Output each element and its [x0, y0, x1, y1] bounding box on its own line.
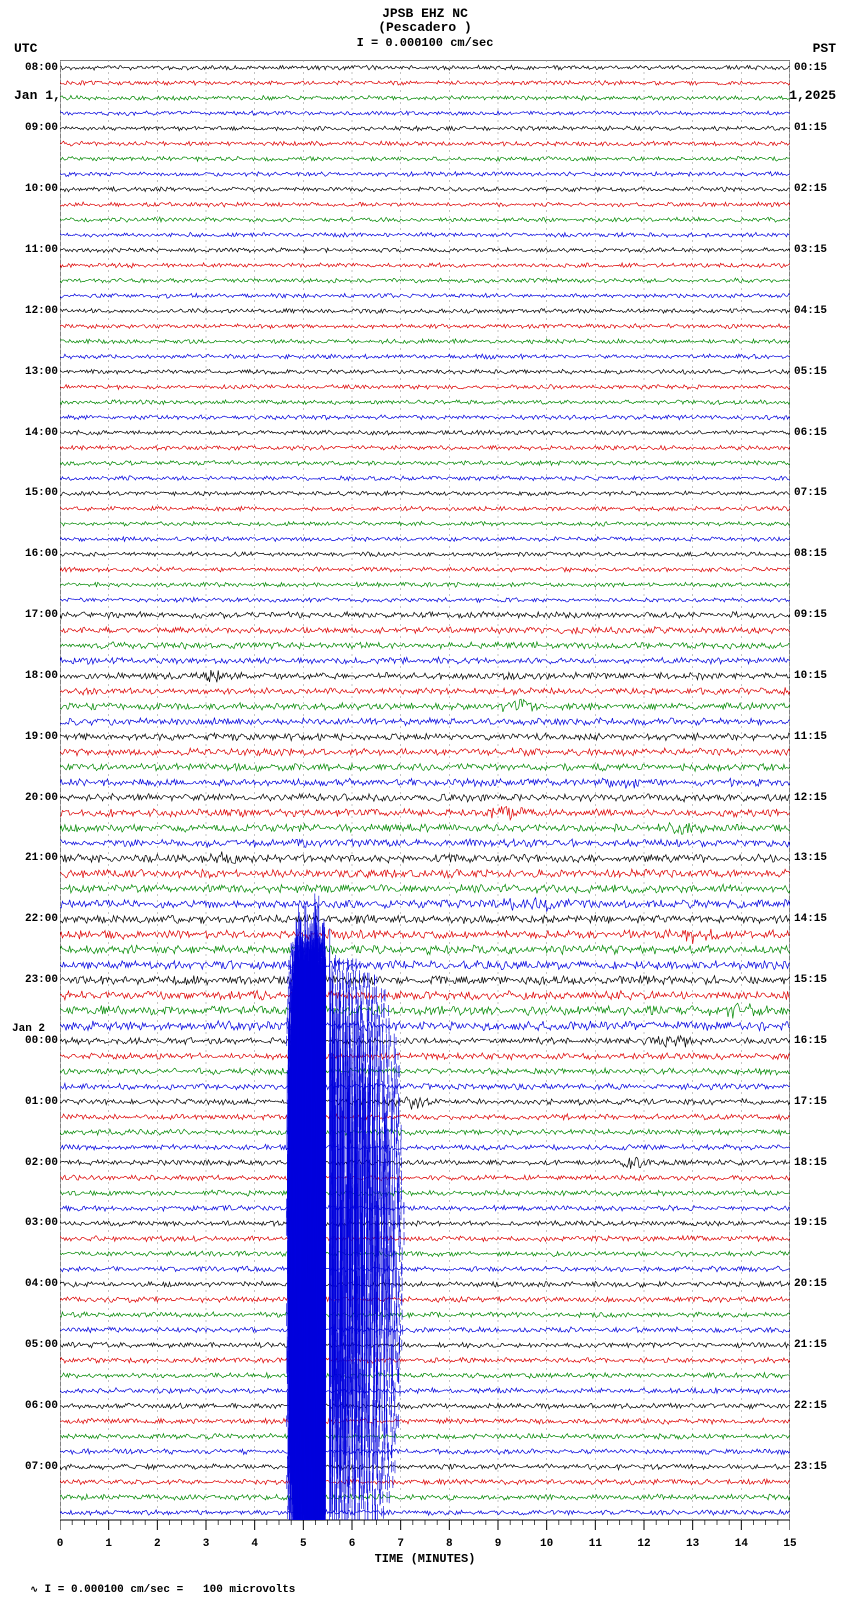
- utc-time-label: 14:00: [14, 427, 58, 439]
- seismogram-plot: [60, 60, 790, 1520]
- pst-time-label: 12:15: [794, 792, 827, 804]
- x-axis-tick-label: 13: [686, 1538, 699, 1550]
- pst-time-label: 16:15: [794, 1035, 827, 1047]
- utc-time-label: 20:00: [14, 792, 58, 804]
- utc-time-label: 17:00: [14, 609, 58, 621]
- utc-time-label: 18:00: [14, 670, 58, 682]
- x-axis-tick-label: 6: [349, 1538, 356, 1550]
- x-axis-tick-label: 9: [495, 1538, 502, 1550]
- pst-time-label: 22:15: [794, 1400, 827, 1412]
- x-axis-tick-label: 14: [735, 1538, 748, 1550]
- station-title: JPSB EHZ NC: [0, 6, 850, 21]
- pst-time-label: 09:15: [794, 609, 827, 621]
- x-axis-tick-label: 12: [637, 1538, 650, 1550]
- x-axis-tick-label: 8: [446, 1538, 453, 1550]
- pst-time-label: 06:15: [794, 427, 827, 439]
- seismogram-container: UTC Jan 1,2025 PST Jan 1,2025 JPSB EHZ N…: [0, 0, 850, 1584]
- x-axis-tick-label: 1: [105, 1538, 112, 1550]
- pst-time-label: 05:15: [794, 366, 827, 378]
- pst-time-label: 00:15: [794, 62, 827, 74]
- footer-text: = 0.000100 cm/sec = 100 microvolts: [58, 1584, 296, 1596]
- pst-time-label: 07:15: [794, 487, 827, 499]
- scale-text: = 0.000100 cm/sec: [371, 36, 493, 50]
- pst-time-label: 01:15: [794, 122, 827, 134]
- utc-time-label: 19:00: [14, 731, 58, 743]
- pst-time-label: 18:15: [794, 1157, 827, 1169]
- utc-time-label: 12:00: [14, 305, 58, 317]
- utc-time-label: 10:00: [14, 183, 58, 195]
- x-axis-tick-label: 10: [540, 1538, 553, 1550]
- utc-time-label: 06:00: [14, 1400, 58, 1412]
- utc-time-label: 22:00: [14, 913, 58, 925]
- pst-time-label: 02:15: [794, 183, 827, 195]
- x-axis-tick-label: 15: [783, 1538, 796, 1550]
- utc-time-label: 16:00: [14, 548, 58, 560]
- utc-time-label: 02:00: [14, 1157, 58, 1169]
- utc-time-label: 08:00: [14, 62, 58, 74]
- day-break-label: Jan 2: [12, 1023, 45, 1035]
- x-axis-tick-label: 5: [300, 1538, 307, 1550]
- utc-time-label: 15:00: [14, 487, 58, 499]
- utc-time-label: 04:00: [14, 1278, 58, 1290]
- utc-time-label: 01:00: [14, 1096, 58, 1108]
- pst-time-label: 23:15: [794, 1461, 827, 1473]
- pst-time-label: 04:15: [794, 305, 827, 317]
- pst-time-label: 11:15: [794, 731, 827, 743]
- utc-time-label: 11:00: [14, 244, 58, 256]
- utc-time-label: 13:00: [14, 366, 58, 378]
- x-axis-ticks-svg: [60, 1520, 790, 1540]
- pst-time-label: 17:15: [794, 1096, 827, 1108]
- pst-time-label: 03:15: [794, 244, 827, 256]
- pst-time-label: 20:15: [794, 1278, 827, 1290]
- x-axis-title: TIME (MINUTES): [60, 1552, 790, 1566]
- x-axis-tick-label: 11: [589, 1538, 602, 1550]
- utc-time-label: 21:00: [14, 852, 58, 864]
- pst-time-label: 10:15: [794, 670, 827, 682]
- pst-time-label: 13:15: [794, 852, 827, 864]
- utc-time-label: 23:00: [14, 974, 58, 986]
- scale-legend: I = 0.000100 cm/sec: [0, 36, 850, 50]
- pst-time-label: 19:15: [794, 1217, 827, 1229]
- pst-time-label: 15:15: [794, 974, 827, 986]
- footer-scale-note: ∿ I = 0.000100 cm/sec = 100 microvolts: [4, 1572, 295, 1608]
- utc-time-label: 00:00: [14, 1035, 58, 1047]
- utc-time-label: 05:00: [14, 1339, 58, 1351]
- x-axis-tick-label: 7: [397, 1538, 404, 1550]
- pst-time-label: 14:15: [794, 913, 827, 925]
- location-subtitle: (Pescadero ): [0, 20, 850, 35]
- x-axis-tick-label: 2: [154, 1538, 161, 1550]
- utc-time-label: 07:00: [14, 1461, 58, 1473]
- utc-time-label: 03:00: [14, 1217, 58, 1229]
- x-axis-tick-label: 3: [203, 1538, 210, 1550]
- utc-time-label: 09:00: [14, 122, 58, 134]
- x-axis-tick-label: 4: [251, 1538, 258, 1550]
- pst-time-label: 08:15: [794, 548, 827, 560]
- x-axis-tick-label: 0: [57, 1538, 64, 1550]
- pst-time-label: 21:15: [794, 1339, 827, 1351]
